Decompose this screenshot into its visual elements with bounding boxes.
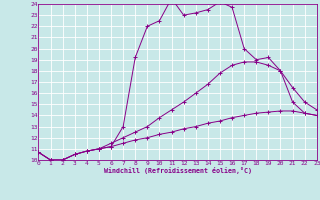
- X-axis label: Windchill (Refroidissement éolien,°C): Windchill (Refroidissement éolien,°C): [104, 167, 252, 174]
